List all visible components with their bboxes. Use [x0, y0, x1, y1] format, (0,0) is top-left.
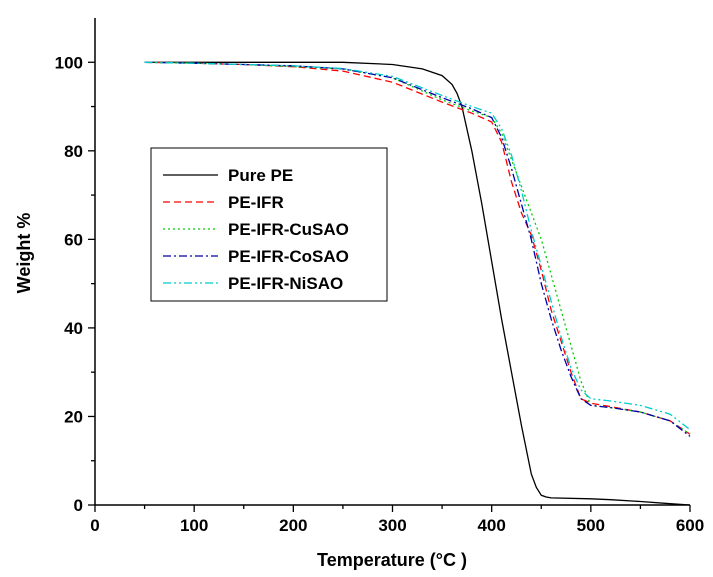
- series-line-5: [144, 61, 691, 431]
- x-tick-label: 200: [279, 516, 307, 535]
- legend-label: PE-IFR-NiSAO: [228, 274, 343, 293]
- y-tick-label: 80: [64, 142, 83, 161]
- x-axis-title: Temperature (°C ): [317, 550, 467, 570]
- y-tick-label: 100: [55, 53, 83, 72]
- y-ticks: 0 20 40 60 80 100: [55, 53, 95, 515]
- legend-label: PE-IFR-CoSAO: [228, 247, 349, 266]
- x-tick-label: 300: [378, 516, 406, 535]
- series-line-2: [144, 61, 691, 435]
- x-ticks: 0 100 200 300 400 500 600: [90, 505, 704, 535]
- legend: Pure PE PE-IFR PE-IFR-CuSAO PE-IFR-CoSAO PE-…: [150, 147, 388, 302]
- x-tick-label: 0: [90, 516, 99, 535]
- legend-label: PE-IFR-CuSAO: [228, 220, 349, 239]
- x-tick-label: 100: [180, 516, 208, 535]
- series-line-4: [144, 61, 691, 437]
- y-tick-label: 60: [64, 230, 83, 249]
- y-tick-label: 20: [64, 407, 83, 426]
- x-tick-label: 600: [676, 516, 704, 535]
- x-tick-label: 400: [477, 516, 505, 535]
- y-axis-title: Weight %: [14, 213, 34, 294]
- plot-lines: [144, 61, 691, 506]
- y-tick-label: 0: [74, 496, 83, 515]
- legend-label: Pure PE: [228, 166, 293, 185]
- y-tick-label: 40: [64, 319, 83, 338]
- legend-box: [150, 147, 388, 302]
- x-tick-label: 500: [577, 516, 605, 535]
- series-line-1: [144, 61, 691, 506]
- legend-label: PE-IFR: [228, 193, 284, 212]
